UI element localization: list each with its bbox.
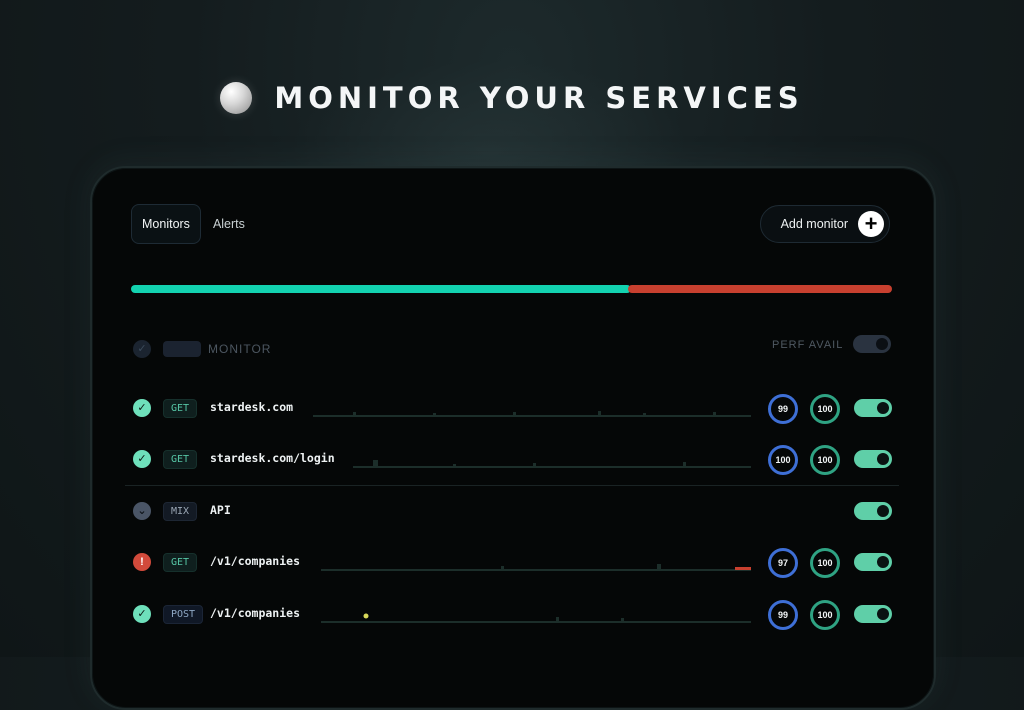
- toggle-all[interactable]: [853, 335, 891, 353]
- response-sparkline: [313, 411, 751, 417]
- toggle-knob: [877, 556, 889, 568]
- monitor-name: API: [210, 503, 231, 517]
- uptime-bar-down: [628, 285, 892, 293]
- toggle-knob: [877, 505, 889, 517]
- monitor-toggle[interactable]: [854, 450, 892, 468]
- uptime-bar-ok: [131, 285, 631, 293]
- response-sparkline: [321, 564, 751, 571]
- add-monitor-label: Add monitor: [780, 217, 848, 231]
- toggle-knob: [877, 453, 889, 465]
- check-icon: ✓: [133, 399, 151, 417]
- tab-bar: Monitors Alerts: [131, 204, 255, 244]
- add-monitor-button[interactable]: Add monitor +: [760, 205, 890, 243]
- group-toggle[interactable]: [854, 502, 892, 520]
- method-badge: GET: [163, 399, 198, 418]
- monitor-toggle[interactable]: [854, 605, 892, 623]
- perf-score: 99: [768, 600, 798, 630]
- monitor-column-header: MONITOR: [208, 342, 272, 356]
- monitor-toggle[interactable]: [854, 553, 892, 571]
- monitor-row[interactable]: ✓ POST /v1/companies 99 100: [131, 599, 895, 630]
- hero-header: MONITOR YOUR SERVICES: [0, 78, 1024, 118]
- availability-score: 100: [810, 548, 840, 578]
- toggle-knob: [876, 338, 888, 350]
- method-column-placeholder: [163, 341, 201, 357]
- monitor-toggle[interactable]: [854, 399, 892, 417]
- perf-score: 100: [768, 445, 798, 475]
- response-sparkline: [353, 460, 751, 468]
- select-all-checkbox[interactable]: ✓: [133, 340, 151, 358]
- monitor-name: stardesk.com: [210, 400, 294, 414]
- monitor-name: stardesk.com/login: [210, 451, 335, 465]
- toggle-knob: [877, 402, 889, 414]
- toggle-knob: [877, 608, 889, 620]
- method-badge: GET: [163, 450, 198, 469]
- perf-avail-column-header: PERF AVAIL: [772, 339, 844, 351]
- monitor-group-row[interactable]: ⌄ MIX API: [131, 496, 895, 526]
- availability-score: 100: [810, 394, 840, 424]
- method-badge: GET: [163, 553, 198, 572]
- availability-score: 100: [810, 445, 840, 475]
- moon-icon: [220, 82, 253, 114]
- alert-icon: !: [133, 553, 151, 571]
- chevron-down-icon[interactable]: ⌄: [133, 502, 151, 520]
- plus-icon: +: [858, 211, 884, 237]
- monitor-name: /v1/companies: [210, 554, 301, 568]
- hero-title: MONITOR YOUR SERVICES: [274, 81, 804, 115]
- monitor-row[interactable]: ! GET /v1/companies 97 100: [131, 547, 895, 578]
- check-icon: ✓: [133, 450, 151, 468]
- monitor-row[interactable]: ✓ GET stardesk.com 99 100: [131, 393, 895, 424]
- method-badge: MIX: [163, 502, 198, 521]
- check-icon: ✓: [133, 605, 151, 623]
- response-sparkline: [321, 613, 751, 623]
- monitor-name: /v1/companies: [210, 606, 301, 620]
- tab-alerts[interactable]: Alerts: [212, 217, 245, 231]
- monitor-row[interactable]: ✓ GET stardesk.com/login 100 100: [131, 444, 895, 475]
- perf-score: 97: [768, 548, 798, 578]
- group-divider: [125, 485, 899, 486]
- method-badge: POST: [163, 605, 204, 624]
- availability-score: 100: [810, 600, 840, 630]
- tab-monitors[interactable]: Monitors: [131, 204, 201, 244]
- perf-score: 99: [768, 394, 798, 424]
